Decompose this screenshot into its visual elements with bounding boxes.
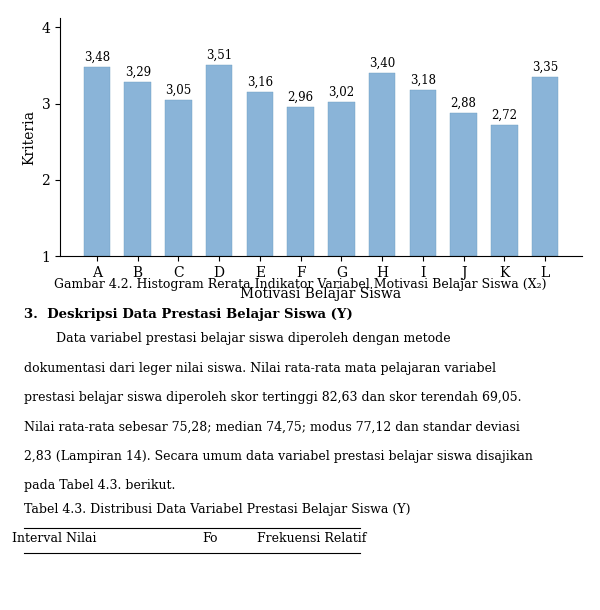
Bar xyxy=(247,92,273,256)
Bar xyxy=(287,107,314,256)
Text: 3,05: 3,05 xyxy=(166,84,191,97)
Text: Fo: Fo xyxy=(202,532,218,545)
Text: 3,29: 3,29 xyxy=(125,65,151,79)
Bar xyxy=(84,67,110,256)
Text: 3,35: 3,35 xyxy=(532,61,558,74)
Text: Data variabel prestasi belajar siswa diperoleh dengan metode: Data variabel prestasi belajar siswa dip… xyxy=(24,332,451,345)
Text: 2,96: 2,96 xyxy=(287,91,314,104)
Text: prestasi belajar siswa diperoleh skor tertinggi 82,63 dan skor terendah 69,05.: prestasi belajar siswa diperoleh skor te… xyxy=(24,391,521,404)
Text: 3,02: 3,02 xyxy=(328,86,355,99)
Text: dokumentasi dari leger nilai siswa. Nilai rata-rata mata pelajaran variabel: dokumentasi dari leger nilai siswa. Nila… xyxy=(24,362,496,375)
Text: 3,48: 3,48 xyxy=(84,51,110,64)
Text: Interval Nilai: Interval Nilai xyxy=(12,532,96,545)
Y-axis label: Kriteria: Kriteria xyxy=(22,110,36,165)
Bar xyxy=(451,113,477,256)
Text: Nilai rata-rata sebesar 75,28; median 74,75; modus 77,12 dan standar deviasi: Nilai rata-rata sebesar 75,28; median 74… xyxy=(24,420,520,433)
Bar xyxy=(124,82,151,256)
Text: 3,16: 3,16 xyxy=(247,76,273,88)
Bar xyxy=(328,102,355,256)
Bar xyxy=(410,90,436,256)
Bar xyxy=(491,125,518,256)
Text: 3,51: 3,51 xyxy=(206,49,232,62)
Text: 3,18: 3,18 xyxy=(410,74,436,87)
Text: 3.  Deskripsi Data Prestasi Belajar Siswa (Y): 3. Deskripsi Data Prestasi Belajar Siswa… xyxy=(24,308,353,321)
Bar xyxy=(165,100,191,256)
Text: 2,72: 2,72 xyxy=(491,109,517,122)
Text: Frekuensi Relatif: Frekuensi Relatif xyxy=(257,532,367,545)
Text: Gambar 4.2. Histogram Rerata Indikator Variabel Motivasi Belajar Siswa (X₂): Gambar 4.2. Histogram Rerata Indikator V… xyxy=(54,278,546,290)
Text: 2,88: 2,88 xyxy=(451,97,476,110)
Bar xyxy=(369,73,395,256)
Text: pada Tabel 4.3. berikut.: pada Tabel 4.3. berikut. xyxy=(24,479,175,492)
Text: 3,40: 3,40 xyxy=(369,57,395,70)
Text: 2,83 (Lampiran 14). Secara umum data variabel prestasi belajar siswa disajikan: 2,83 (Lampiran 14). Secara umum data var… xyxy=(24,450,533,462)
Bar xyxy=(206,65,232,256)
X-axis label: Motivasi Belajar Siswa: Motivasi Belajar Siswa xyxy=(241,287,401,301)
Text: Tabel 4.3. Distribusi Data Variabel Prestasi Belajar Siswa (Y): Tabel 4.3. Distribusi Data Variabel Pres… xyxy=(24,503,410,516)
Bar xyxy=(532,77,558,256)
